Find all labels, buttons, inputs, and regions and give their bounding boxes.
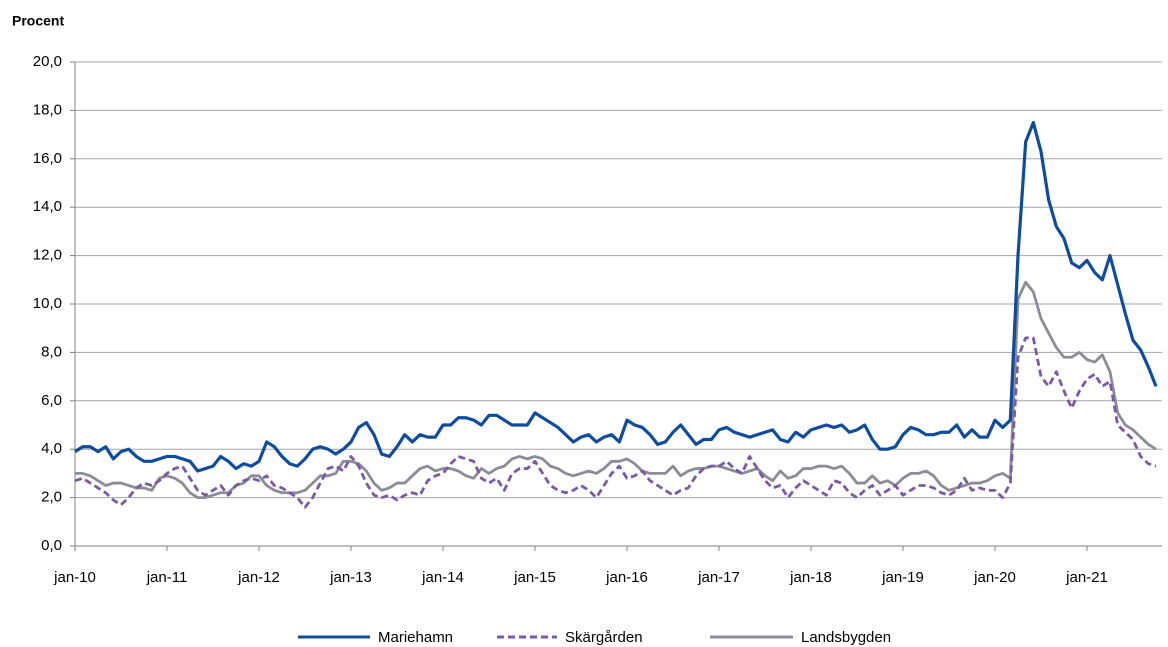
x-tick-label: jan-18 (789, 569, 832, 586)
x-tick-label: jan-20 (973, 569, 1016, 586)
y-tick-label: 18,0 (33, 101, 62, 118)
x-tick-label: jan-10 (53, 569, 96, 586)
y-axis-label: Procent (12, 13, 64, 29)
x-tick-label: jan-14 (421, 569, 464, 586)
line-series (75, 280, 1157, 499)
x-tick-label: jan-17 (697, 569, 740, 586)
y-tick-label: 20,0 (33, 53, 62, 70)
x-tick-label: jan-21 (1065, 569, 1108, 586)
x-tick-label: jan-19 (881, 569, 924, 586)
legend-label: Mariehamn (378, 629, 453, 646)
x-tick-label: jan-12 (237, 569, 280, 586)
line-series (74, 120, 1158, 473)
y-tick-label: 16,0 (33, 150, 62, 167)
x-tick-label: jan-15 (513, 569, 556, 586)
y-tick-label: 2,0 (41, 489, 62, 506)
x-tick-label: jan-16 (605, 569, 648, 586)
y-tick-label: 6,0 (41, 392, 62, 409)
y-tick-label: 4,0 (41, 440, 62, 457)
y-tick-label: 8,0 (41, 343, 62, 360)
legend-label: Landsbygden (801, 629, 891, 646)
y-tick-label: 0,0 (41, 537, 62, 554)
x-tick-label: jan-13 (329, 569, 372, 586)
y-tick-label: 12,0 (33, 247, 62, 264)
y-tick-label: 10,0 (33, 295, 62, 312)
legend-label: Skärgården (565, 629, 643, 646)
x-tick-label: jan-11 (146, 569, 188, 586)
line-series (74, 336, 1157, 509)
y-tick-label: 14,0 (33, 198, 62, 215)
